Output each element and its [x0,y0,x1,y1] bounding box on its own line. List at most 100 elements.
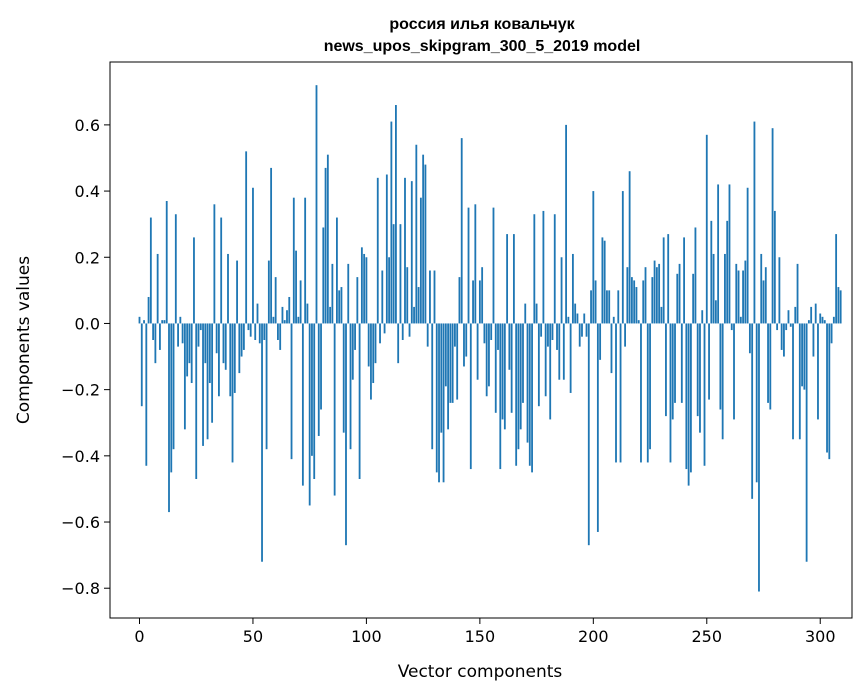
bar [444,323,447,387]
bar [492,207,495,324]
y-tick-label: −0.2 [61,381,100,400]
bar [619,323,622,463]
bar [181,323,184,344]
bar [535,303,538,324]
bar [540,323,543,337]
bar [689,323,692,473]
bar [803,323,806,390]
bar [249,323,252,337]
bar [281,306,284,324]
bar [422,154,425,324]
bar [290,323,293,460]
bar [399,224,402,324]
bar [379,323,381,344]
bar [508,323,511,370]
bar [817,323,819,420]
x-tick-label: 150 [465,627,496,646]
bar [299,280,302,324]
bar [240,323,243,357]
bar [481,267,484,324]
bar [746,187,749,324]
bar [497,323,499,350]
bar [705,134,708,324]
bar [592,191,595,324]
y-tick-label: 0.0 [75,314,100,333]
bar [381,270,384,324]
bar [533,214,536,324]
y-axis-label: Components values [14,256,34,424]
bar [301,323,304,486]
bar [742,270,744,324]
bar [267,260,270,324]
bar [821,316,824,324]
bar [649,323,651,450]
bar [320,323,322,410]
bar [215,323,218,354]
bar [678,263,681,324]
chart-title-line1: россия илья ковальчук [389,16,575,33]
bar [469,323,472,470]
bar [837,287,840,324]
bar [571,253,574,324]
bar [617,290,620,324]
bar [771,128,774,324]
bar [773,210,776,324]
bar [390,121,393,324]
bar [810,306,813,324]
bar [172,323,175,450]
bar [143,320,145,324]
bar [730,323,733,331]
bar [190,323,193,384]
y-tick-label: 0.2 [75,248,100,267]
bar [186,323,189,377]
bar [149,217,152,324]
bar [644,267,647,324]
bar [828,323,831,460]
bar [211,323,214,423]
x-tick-label: 300 [805,627,836,646]
bar [156,253,159,324]
bar [596,323,599,532]
plot-area [109,61,853,619]
bar [193,237,195,324]
bar [376,177,379,324]
bar [665,323,667,417]
bar [261,323,263,562]
bar [426,323,429,347]
bar [358,323,361,479]
bar [356,277,359,324]
bar [213,204,216,324]
bar [753,121,756,324]
bar [152,323,155,340]
bar [435,323,438,473]
bar [456,323,459,400]
bar [279,323,282,350]
bar [710,220,713,324]
bar [708,323,710,400]
bar [463,323,465,367]
bar [288,296,291,324]
bar [478,280,481,324]
bar [737,270,740,324]
bar [329,306,332,324]
bar [159,323,161,350]
bar [760,253,763,324]
x-axis-label: Vector components [398,662,563,682]
x-axis-ticks: 0 50 100 150 200 250 300 [134,618,836,646]
bar [331,263,334,324]
bar [712,253,715,324]
bar [208,323,211,384]
bar [590,290,592,324]
bar [687,323,690,486]
bar [537,323,540,407]
bar [721,323,724,440]
bar [451,323,454,403]
bar [154,323,157,364]
x-tick-label: 100 [351,627,382,646]
bar [767,323,769,403]
bar [485,323,488,397]
bar [823,320,826,324]
bar [494,323,497,413]
bar [297,316,300,324]
x-tick-label: 200 [578,627,609,646]
